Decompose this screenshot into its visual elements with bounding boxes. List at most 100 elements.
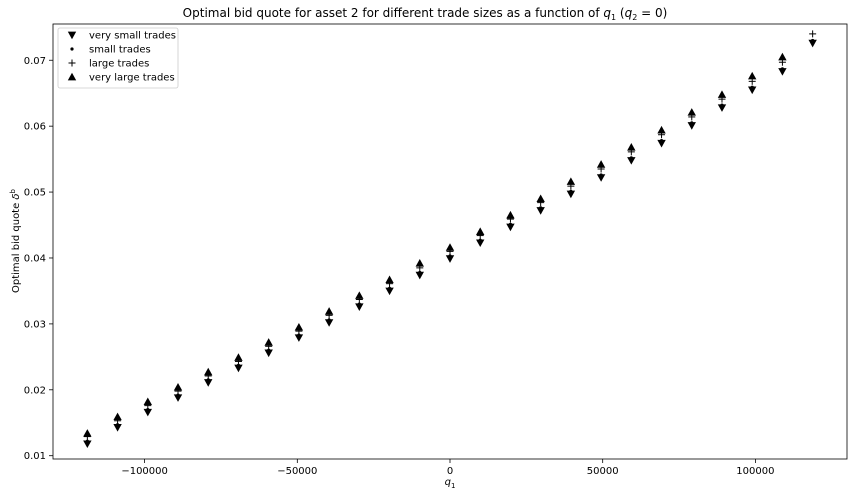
data-point-dot [629, 156, 633, 160]
x-tick-label: 100000 [736, 466, 774, 477]
legend-marker-triangle-down [67, 31, 77, 40]
data-point-plus [809, 30, 817, 38]
data-point-dot [448, 254, 452, 258]
data-point-dot [750, 85, 754, 89]
y-tick-label: 0.06 [24, 122, 46, 133]
data-point-triangle-down [596, 174, 606, 182]
data-point-triangle-down [324, 319, 334, 327]
data-point-triangle-up [445, 243, 455, 251]
data-point-triangle-down [143, 408, 152, 417]
legend: very small trades small trades large trade… [57, 27, 179, 89]
data-point-dot [659, 139, 664, 143]
data-point-triangle-up [506, 210, 515, 219]
data-point-triangle-down [204, 379, 213, 387]
data-point-triangle-up [385, 275, 394, 284]
data-point-dot [811, 38, 815, 43]
data-point-triangle-down [173, 394, 183, 402]
data-point-dot [85, 439, 89, 443]
data-point-triangle-up [113, 412, 122, 421]
legend-label: small trades [89, 45, 151, 56]
data-point-dot [599, 173, 603, 177]
x-tick-label: 50000 [587, 466, 619, 477]
data-point-triangle-up [476, 227, 485, 235]
data-point-triangle-down [83, 440, 92, 449]
legend-marker-triangle-up [67, 72, 77, 81]
data-point-triangle-down [536, 207, 545, 215]
data-point-triangle-down [778, 68, 787, 76]
legend-marker-plus [68, 59, 76, 67]
y-tick-label: 0.07 [24, 56, 46, 67]
data-point-triangle-up [355, 291, 364, 299]
y-tick-label: 0.02 [24, 385, 46, 396]
data-point-triangle-up [596, 160, 606, 168]
data-point-triangle-down [294, 334, 304, 342]
data-point-dot [327, 318, 331, 322]
data-point-dot [569, 189, 573, 194]
data-point-triangle-down [113, 424, 122, 432]
data-point-dot [690, 121, 694, 125]
data-point-dot [478, 238, 482, 242]
data-point-dot [720, 103, 724, 107]
data-point-dot [146, 407, 150, 412]
x-tick-label: −50000 [277, 466, 317, 477]
data-point-dot [115, 423, 120, 427]
data-point-triangle-up [143, 397, 152, 406]
data-point-triangle-down [627, 157, 636, 165]
data-point-triangle-up [415, 259, 424, 267]
data-point-triangle-up [536, 194, 545, 203]
data-point-triangle-up [83, 429, 92, 437]
x-axis-ticks: −100000 −50000 0 50000 100000 [121, 459, 774, 477]
legend-label: very small trades [89, 31, 176, 42]
data-point-triangle-down [717, 104, 727, 112]
data-point-dot [176, 393, 180, 397]
x-axis-label: q1 [445, 477, 456, 490]
data-point-triangle-down [748, 86, 757, 95]
data-point-triangle-down [415, 271, 424, 280]
legend-marker-dot [70, 47, 74, 51]
legend-label: large trades [89, 59, 149, 70]
y-axis-ticks: 0.01 0.02 0.03 0.04 0.05 0.06 0.07 [24, 56, 53, 462]
data-point-triangle-down [476, 239, 485, 248]
data-point-triangle-down [264, 349, 273, 358]
plot-frame [52, 23, 848, 460]
data-point-dot [357, 302, 361, 306]
data-point-dot [297, 333, 301, 337]
data-point-triangle-down [234, 364, 243, 373]
data-point-triangle-down [687, 122, 696, 130]
y-tick-label: 0.03 [24, 319, 46, 330]
data-point-triangle-up [657, 125, 666, 134]
data-point-dot [780, 67, 785, 71]
data-point-triangle-down [808, 39, 817, 48]
data-point-triangle-down [657, 139, 666, 148]
y-tick-label: 0.04 [24, 253, 46, 264]
data-point-triangle-up [687, 108, 696, 116]
data-point-triangle-up [717, 90, 727, 98]
y-tick-label: 0.01 [24, 451, 46, 462]
data-point-triangle-up [173, 382, 183, 391]
data-point-triangle-up [234, 353, 243, 361]
data-point-triangle-up [324, 307, 334, 315]
data-point-dot [236, 363, 241, 368]
data-point-triangle-up [778, 52, 787, 61]
data-point-triangle-up [566, 177, 576, 185]
data-point-triangle-up [627, 143, 636, 151]
x-tick-label: −100000 [121, 466, 168, 477]
data-point-triangle-down [445, 255, 455, 263]
data-point-triangle-up [294, 322, 304, 331]
data-point-triangle-down [385, 287, 394, 296]
data-point-dot [508, 222, 513, 226]
data-point-dot [418, 270, 422, 275]
y-axis-label: Optimal bid quote δb [9, 188, 22, 293]
chart-title: Optimal bid quote for asset 2 for differ… [183, 6, 668, 22]
data-points [83, 30, 817, 449]
legend-label: very large trades [89, 73, 175, 84]
data-point-dot [267, 348, 271, 352]
legend-box [57, 27, 179, 89]
data-point-triangle-up [204, 367, 213, 376]
data-point-triangle-down [355, 303, 364, 311]
data-point-triangle-down [506, 223, 515, 232]
data-point-triangle-up [264, 338, 273, 346]
data-point-triangle-up [748, 71, 757, 80]
